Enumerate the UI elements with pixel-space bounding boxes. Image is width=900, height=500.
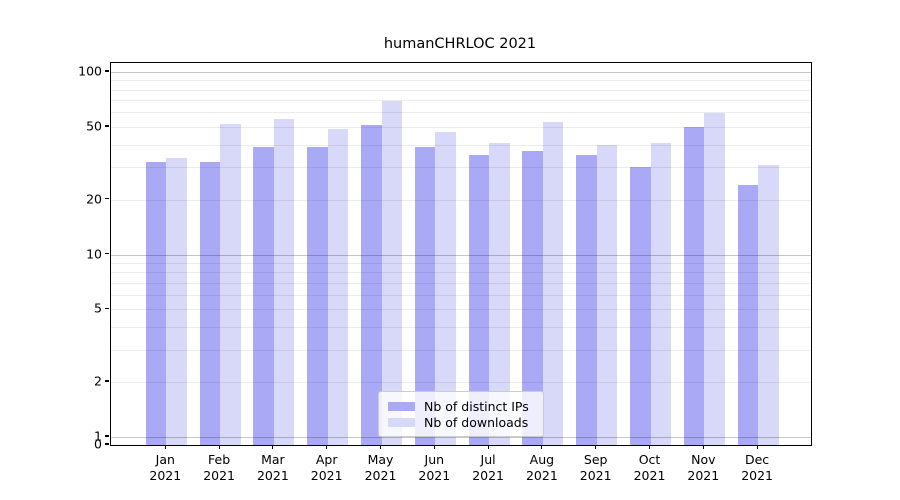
y-tick-label-5: 5 [94,300,102,316]
y-tick-1 [105,435,109,437]
legend-label-distinct-ips: Nb of distinct IPs [424,398,529,414]
legend-swatch-downloads-icon [388,417,415,427]
y-tick-100 [105,70,109,72]
bar-apr-downloads [327,128,349,445]
bar-jun-distinct-ips [414,146,436,445]
x-tick-label-jan: Jan 2021 [149,452,182,483]
y-tick-label-2: 2 [94,373,102,389]
x-tick-label-mar: Mar 2021 [256,452,289,483]
x-tick-label-sep: Sep 2021 [579,452,612,483]
x-tick-nov [702,445,704,449]
y-tick-label-20: 20 [86,191,102,207]
x-tick-sep [595,445,597,449]
y-tick-20 [105,197,109,200]
x-tick-aug [541,445,543,449]
x-tick-mar [272,445,274,449]
legend: Nb of distinct IPs Nb of downloads [378,391,544,437]
x-tick-label-jun: Jun 2021 [418,452,451,483]
legend-row-distinct-ips: Nb of distinct IPs [388,398,533,414]
bar-mar-downloads [273,119,295,445]
x-tick-oct [648,445,651,449]
bar-mar-distinct-ips [253,146,274,445]
x-tick-label-aug: Aug 2021 [525,452,558,483]
bar-sep-distinct-ips [576,155,597,445]
y-tick-label-50: 50 [86,118,102,134]
bar-feb-downloads [220,123,241,445]
x-tick-label-oct: Oct 2021 [633,452,666,483]
x-tick-may [379,445,382,449]
y-tick-label-0: 0 [94,436,102,452]
x-tick-jan [164,445,166,449]
y-tick-label-1: 1 [94,428,102,444]
x-tick-label-apr: Apr 2021 [310,452,343,483]
x-tick-dec [756,445,758,449]
bar-oct-distinct-ips [630,167,651,445]
chart-title: humanCHRLOC 2021 [383,36,537,52]
bar-aug-distinct-ips [522,150,543,445]
legend-swatch-distinct-ips-icon [388,401,415,411]
bar-may-distinct-ips [361,125,382,445]
bar-feb-distinct-ips [199,162,221,445]
y-tick-label-10: 10 [86,246,102,261]
bar-nov-distinct-ips [683,126,705,445]
bar-dec-downloads [758,164,779,445]
x-tick-label-feb: Feb 2021 [203,452,235,483]
plot-area [110,62,812,446]
legend-label-downloads: Nb of downloads [424,414,529,430]
bar-jun-downloads [435,131,456,445]
bar-dec-distinct-ips [737,185,759,445]
x-tick-jul [487,445,489,449]
gridline-minor-70 [111,100,811,102]
bar-jan-distinct-ips [145,162,167,445]
x-tick-apr [326,445,328,449]
y-tick-10 [105,252,109,255]
y-tick-label-100: 100 [78,63,102,79]
x-tick-label-nov: Nov 2021 [687,452,720,483]
bar-sep-downloads [596,144,618,445]
x-tick-label-jul: Jul 2021 [472,452,504,483]
gridline-minor-90 [111,80,811,82]
y-tick-5 [105,307,109,310]
bar-jan-downloads [166,157,187,445]
legend-row-downloads: Nb of downloads [388,414,533,430]
gridline-major-100 [111,72,811,73]
y-tick-0 [105,443,109,445]
bar-nov-downloads [704,112,725,445]
y-tick-50 [105,125,109,127]
x-tick-label-may: May 2021 [364,452,397,483]
bar-oct-downloads [650,142,671,445]
x-tick-feb [218,445,220,449]
x-tick-label-dec: Dec 2021 [741,452,773,483]
bar-aug-downloads [542,122,564,445]
gridline-minor-80 [111,89,811,91]
bar-may-downloads [381,101,402,445]
y-tick-2 [105,380,109,382]
bar-jul-downloads [489,142,510,445]
x-tick-jun [433,445,435,449]
bar-jul-distinct-ips [468,155,490,445]
bar-apr-distinct-ips [307,146,328,445]
